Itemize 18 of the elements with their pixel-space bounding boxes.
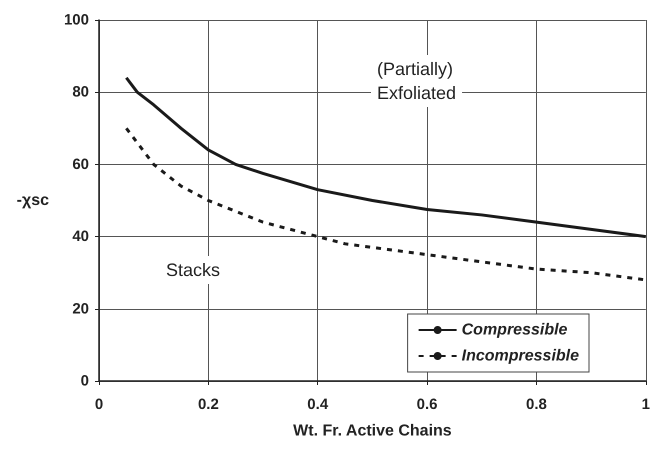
annotation: Stacks	[166, 260, 220, 280]
x-tick-label: 0.2	[198, 396, 219, 413]
y-tick-label: 20	[72, 300, 89, 318]
x-tick-label: 0.4	[307, 396, 329, 413]
x-tick-label: 0.6	[416, 396, 438, 413]
x-tick-label: 1	[642, 396, 650, 413]
legend-label: Incompressible	[462, 348, 580, 364]
x-tick-label: 0.8	[526, 396, 547, 413]
legend-label: Compressible	[462, 322, 568, 338]
y-tick-label: 80	[72, 84, 89, 101]
y-tick-label: 100	[64, 12, 89, 28]
y-axis-title: -χsc	[16, 192, 50, 209]
annotation: (Partially) Exfoliated	[377, 59, 456, 103]
x-tick-label: 0	[94, 396, 104, 413]
y-tick-label: 0	[80, 372, 89, 390]
x-axis-title: Wt. Fr. Active Chains	[293, 422, 452, 440]
y-tick-label: 40	[72, 228, 89, 246]
y-tick-label: 60	[72, 156, 89, 173]
